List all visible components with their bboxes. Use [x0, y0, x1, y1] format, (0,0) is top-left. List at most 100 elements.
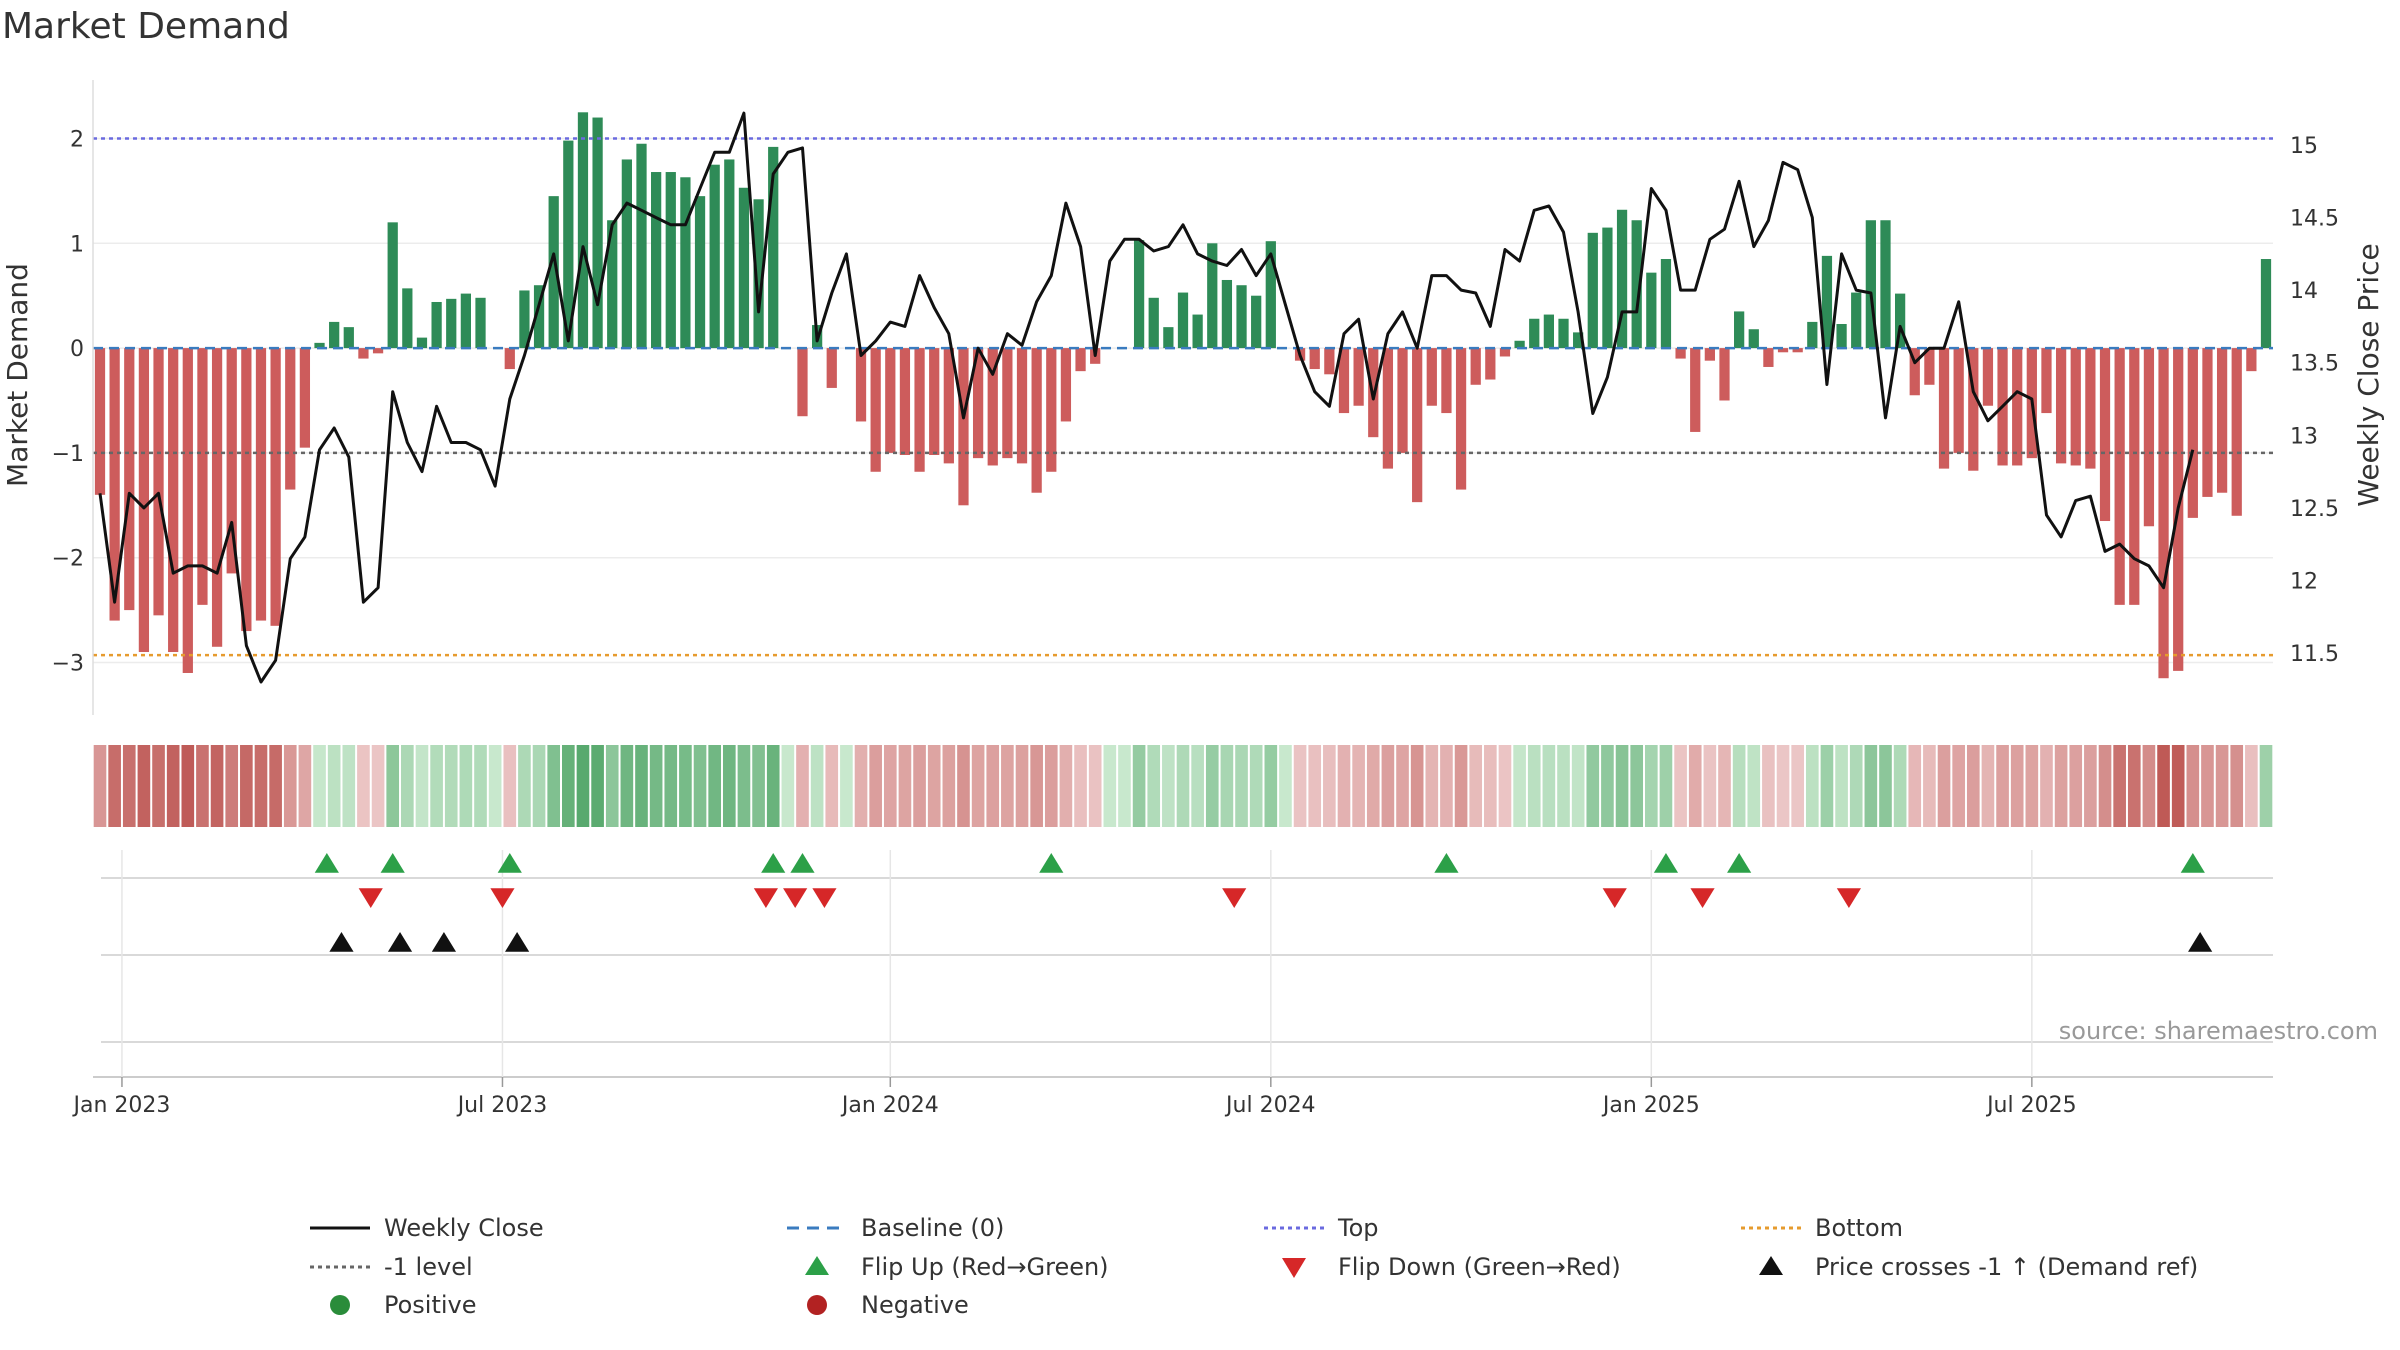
legend-label: Price crosses -1 ↑ (Demand ref): [1815, 1253, 2198, 1281]
demand-bar: [1251, 296, 1261, 348]
heat-cell: [1162, 745, 1175, 827]
demand-bar: [1880, 220, 1890, 348]
demand-bar: [2041, 348, 2051, 413]
demand-bar: [1061, 348, 1071, 421]
left-tick-label: 0: [70, 337, 84, 362]
heat-cell: [2026, 745, 2039, 827]
heat-cell: [957, 745, 970, 827]
legend-label: Flip Down (Green→Red): [1338, 1253, 1621, 1281]
heat-cell: [1133, 745, 1146, 827]
heat-cell: [562, 745, 575, 827]
heat-cell: [533, 745, 546, 827]
demand-bar: [2012, 348, 2022, 465]
heat-cell: [1865, 745, 1878, 827]
heat-cell: [2084, 745, 2097, 827]
demand-bar: [2056, 348, 2066, 463]
demand-bar: [1017, 348, 1027, 463]
demand-heat-strip: [94, 745, 2273, 827]
demand-bar: [724, 159, 734, 348]
heat-cell: [1557, 745, 1570, 827]
source-note: source: sharemaestro.com: [2059, 1017, 2378, 1045]
x-axis-ticks: Jan 2023 Jul 2023 Jan 2024 Jul 2024 Jan 2025…: [71, 1077, 2076, 1118]
heat-cell: [1952, 745, 1965, 827]
flip-up-marker: [1727, 853, 1751, 873]
event-markers-panel: [93, 850, 2273, 1077]
right-tick-label: 12: [2290, 569, 2318, 594]
demand-bar: [592, 118, 602, 349]
left-tick-label: −2: [52, 547, 84, 572]
legend-circle-swatch: [330, 1295, 350, 1315]
demand-bar: [1236, 285, 1246, 348]
demand-bar: [1485, 348, 1495, 379]
heat-cell: [1513, 745, 1526, 827]
heat-cell: [1616, 745, 1629, 827]
heat-cell: [943, 745, 956, 827]
demand-bar: [446, 299, 456, 348]
heat-cell: [752, 745, 765, 827]
right-tick-label: 14.5: [2290, 207, 2339, 232]
demand-bar: [1427, 348, 1437, 406]
demand-bar: [739, 188, 749, 348]
price-cross-marker: [329, 932, 353, 952]
demand-bar: [300, 348, 310, 448]
left-axis-ticks: 2 1 0 −1 −2 −3: [52, 128, 84, 677]
demand-bar: [1558, 319, 1568, 348]
heat-cell: [255, 745, 268, 827]
demand-bar: [1851, 293, 1861, 349]
heat-cell: [1777, 745, 1790, 827]
demand-bar: [344, 327, 354, 348]
heat-cell: [2143, 745, 2156, 827]
flip-down-marker: [359, 888, 383, 908]
heat-cell: [986, 745, 999, 827]
heat-cell: [1235, 745, 1248, 827]
heat-cell: [899, 745, 912, 827]
heat-cell: [2230, 745, 2243, 827]
heat-cell: [284, 745, 297, 827]
heat-cell: [1601, 745, 1614, 827]
flip-up-marker: [1039, 853, 1063, 873]
flip-up-marker: [1654, 853, 1678, 873]
demand-bar: [461, 294, 471, 348]
demand-bar: [1310, 348, 1320, 369]
heat-cell: [1074, 745, 1087, 827]
heat-cell: [1704, 745, 1717, 827]
heat-cell: [1572, 745, 1585, 827]
demand-bar: [2217, 348, 2227, 493]
demand-bar: [900, 348, 910, 455]
heat-cell: [1089, 745, 1102, 827]
heat-cell: [1367, 745, 1380, 827]
x-tick-label: Jan 2025: [1601, 1093, 1700, 1118]
heat-cell: [1016, 745, 1029, 827]
demand-bar: [885, 348, 895, 453]
demand-bar: [1734, 311, 1744, 348]
heat-cell: [1279, 745, 1292, 827]
legend-label: Weekly Close: [384, 1214, 544, 1242]
demand-bar: [1324, 348, 1334, 374]
flip-down-marker: [783, 888, 807, 908]
demand-bar: [666, 172, 676, 348]
legend-label: Positive: [384, 1291, 477, 1319]
heat-cell: [211, 745, 224, 827]
demand-bar: [1983, 348, 1993, 406]
heat-cell: [1191, 745, 1204, 827]
demand-bar: [1383, 348, 1393, 469]
x-tick-label: Jul 2023: [456, 1093, 548, 1118]
heat-cell: [518, 745, 531, 827]
price-cross-marker: [432, 932, 456, 952]
weekly-close-line: [100, 113, 2193, 682]
demand-bar: [1661, 259, 1671, 348]
heat-cell: [869, 745, 882, 827]
heat-cell: [650, 745, 663, 827]
legend-item: Baseline (0): [787, 1214, 1004, 1242]
right-axis-ticks: 1514.51413.51312.51211.5: [2290, 134, 2339, 667]
heat-cell: [313, 745, 326, 827]
heat-cell: [913, 745, 926, 827]
demand-bar: [2232, 348, 2242, 516]
left-tick-label: −1: [52, 442, 84, 467]
demand-bar: [1163, 327, 1173, 348]
heat-cell: [1645, 745, 1658, 827]
heat-cell: [401, 745, 414, 827]
demand-bar: [95, 348, 105, 495]
heat-cell: [372, 745, 385, 827]
flip-up-marker: [1434, 853, 1458, 873]
